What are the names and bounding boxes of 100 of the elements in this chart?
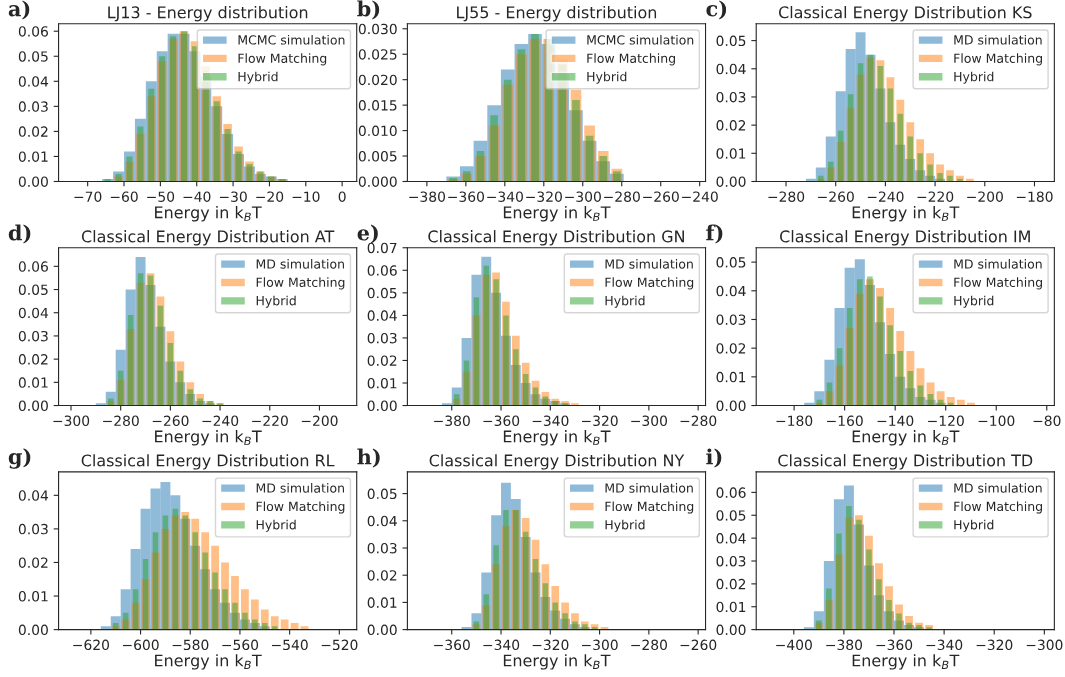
- x-tick-label: −240: [867, 191, 904, 202]
- x-tick-label: −620: [73, 639, 110, 651]
- x-tick-label: −100: [978, 415, 1015, 427]
- legend-label: MD simulation: [256, 483, 344, 493]
- x-tick-label: −280: [680, 415, 717, 427]
- y-tick-label: 0.01: [367, 377, 397, 389]
- bar: [441, 403, 452, 406]
- bar: [927, 164, 933, 182]
- legend-label: Flow Matching: [605, 277, 694, 290]
- x-tick-label: −400: [776, 639, 812, 651]
- x-axis-title: Energy in k$_{B}$T: [852, 654, 960, 670]
- text: i): [706, 448, 722, 468]
- bar: [937, 173, 943, 182]
- legend-label: Hybrid: [605, 295, 645, 308]
- x-tick-label: −280: [631, 639, 668, 651]
- bar: [137, 126, 144, 182]
- y-tick-label: 0.02: [716, 343, 746, 354]
- x-tick-label: −240: [202, 415, 239, 427]
- y-tick-label: 0.020: [358, 74, 397, 86]
- x-tick-label: −10: [292, 191, 320, 202]
- y-tick-label: 0.05: [367, 287, 397, 299]
- chart-title: LJ13 - Energy distribution: [108, 6, 308, 22]
- x-tick-label: −240: [682, 191, 718, 202]
- bar: [571, 403, 579, 406]
- x-tick-label: −380: [409, 191, 446, 202]
- bar: [847, 94, 854, 182]
- legend-label: Hybrid: [256, 295, 296, 308]
- bar: [886, 599, 892, 630]
- y-tick-label: 0.06: [18, 26, 48, 37]
- bar: [159, 56, 166, 182]
- y-tick-label: 0.03: [716, 314, 746, 325]
- bar: [532, 558, 539, 630]
- y-tick-label: 0.02: [367, 570, 397, 581]
- y-tick-label: 0.02: [367, 355, 397, 366]
- legend-label: Hybrid: [605, 519, 645, 532]
- y-tick-label: 0.010: [358, 125, 397, 137]
- bar: [517, 49, 526, 182]
- legend-label: MCMC simulation: [587, 34, 694, 45]
- x-tick-label: −220: [252, 415, 288, 427]
- x-axis-title: Energy in k$_{B}$T: [852, 430, 960, 446]
- bar: [887, 325, 893, 406]
- y-tick-label: 0.04: [716, 533, 746, 544]
- x-tick-label: −340: [487, 191, 523, 202]
- y-tick-label: 0.01: [18, 151, 48, 162]
- x-tick-label: −320: [976, 639, 1013, 651]
- bar: [552, 602, 558, 630]
- x-tick-label: −260: [643, 191, 679, 202]
- bar: [907, 136, 914, 182]
- y-tick-label: 0.00: [18, 400, 48, 412]
- bar: [187, 389, 194, 406]
- y-tick-label: 0.02: [18, 354, 48, 365]
- y-tick-label: 0.06: [18, 261, 48, 272]
- bar: [856, 519, 862, 630]
- legend-label: Hybrid: [954, 519, 994, 532]
- bar: [137, 273, 144, 406]
- text: f): [706, 224, 723, 244]
- y-tick-label: 0.00: [367, 624, 397, 636]
- x-axis-title: Energy in k$_{B}$T: [503, 654, 611, 670]
- legend-label: Flow Matching: [238, 53, 327, 66]
- x-tick-label: −320: [532, 639, 569, 651]
- bar: [191, 46, 198, 182]
- y-tick-label: 0.05: [716, 510, 746, 521]
- y-tick-label: 0.05: [18, 284, 48, 295]
- y-tick-label: 0.00: [18, 176, 48, 187]
- bar: [271, 626, 278, 630]
- x-tick-label: −160: [827, 415, 863, 427]
- bar: [483, 594, 489, 630]
- bar: [162, 515, 169, 630]
- x-tick-label: −120: [928, 415, 964, 427]
- bar: [503, 79, 512, 182]
- y-tick-label: 0.04: [716, 63, 746, 75]
- y-tick-label: 0.03: [367, 332, 397, 344]
- y-tick-label: 0.03: [18, 330, 48, 342]
- y-tick-label: 0.00: [716, 624, 746, 636]
- text: b): [357, 0, 380, 20]
- y-tick-label: 0.04: [18, 76, 49, 87]
- chart-title: Classical Energy Distribution KS: [778, 6, 1032, 22]
- bar: [493, 279, 499, 406]
- legend-label: Flow Matching: [605, 501, 694, 514]
- bar: [503, 509, 509, 630]
- bar: [224, 128, 231, 182]
- y-tick-label: 0.03: [367, 542, 397, 554]
- y-tick-label: 0.02: [18, 557, 48, 568]
- bar: [897, 351, 904, 406]
- bar: [542, 583, 549, 630]
- x-axis-title: Energy in k$_{B}$T: [155, 206, 262, 222]
- y-tick-label: 0.01: [716, 148, 746, 159]
- legend-label: Flow Matching: [954, 277, 1042, 290]
- y-tick-label: 0.05: [367, 488, 397, 500]
- y-tick-label: 0.015: [358, 100, 397, 111]
- x-tick-label: −80: [1033, 415, 1061, 427]
- x-tick-label: −280: [768, 191, 805, 202]
- x-tick-label: −560: [222, 639, 259, 651]
- y-tick-label: 0.030: [358, 23, 397, 35]
- x-tick-label: −200: [967, 191, 1003, 202]
- chart-title: LJ55 - Energy distribution: [457, 6, 657, 22]
- x-tick-label: −300: [1026, 639, 1063, 651]
- x-tick-label: −580: [172, 639, 209, 651]
- x-tick-label: −180: [776, 415, 813, 427]
- legend-label: Hybrid: [954, 295, 994, 308]
